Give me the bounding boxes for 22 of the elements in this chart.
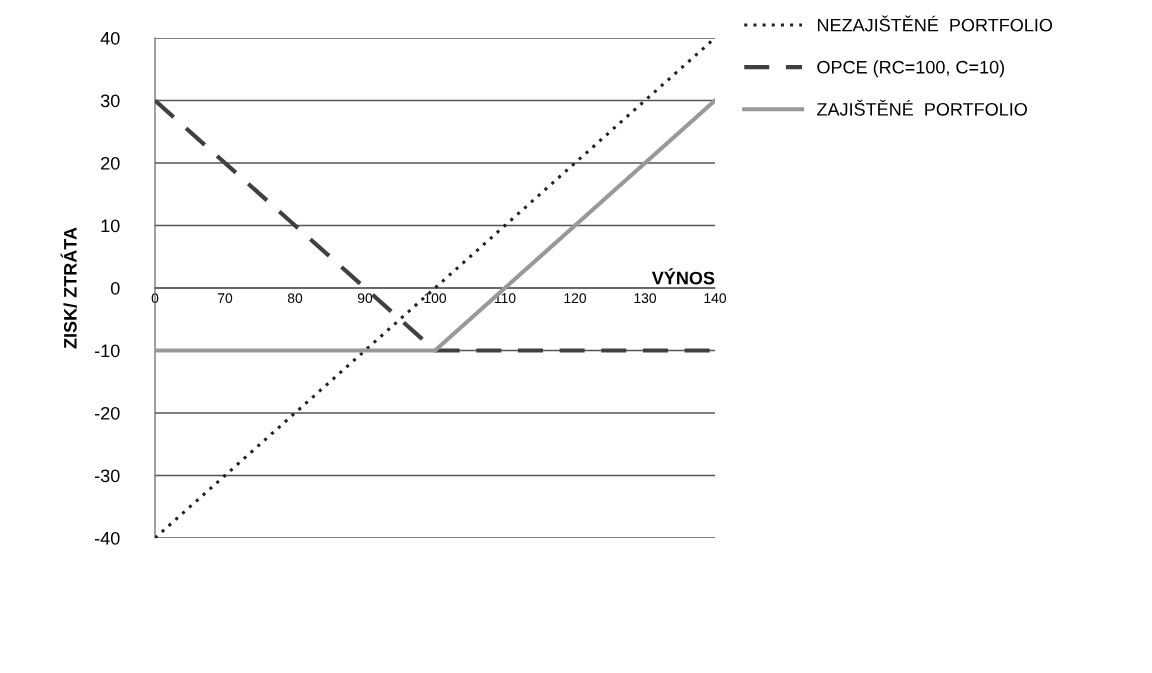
x-tick-label: 90 (357, 293, 373, 304)
y-axis-title: ZISK/ ZTRÁTA (60, 227, 77, 349)
x-tick-label: 120 (564, 293, 587, 304)
y-tick-label: 30 (100, 94, 120, 108)
x-tick-label: 140 (704, 293, 727, 304)
legend-label: ZAJIŠTĚNÉ PORTFOLIO (817, 99, 1027, 116)
x-tick-label: 70 (217, 293, 233, 304)
y-tick-label: -40 (94, 531, 120, 545)
x-tick-label: 0 (151, 293, 159, 304)
legend-label: NEZAJIŠTĚNÉ PORTFOLIO (817, 15, 1053, 32)
x-tick-label: 100 (424, 293, 447, 304)
y-tick-label: -10 (94, 344, 120, 358)
legend-label: OPCE (RC=100, C=10) (817, 60, 1005, 78)
x-tick-label: 130 (634, 293, 657, 304)
y-tick-label: 10 (101, 219, 120, 233)
y-tick-label: -20 (94, 406, 120, 420)
y-tick-label: 0 (110, 281, 120, 295)
x-axis-title: VÝNOS (651, 268, 715, 285)
x-tick-label: 80 (287, 293, 303, 304)
y-tick-label: 40 (100, 31, 120, 45)
y-tick-label: -30 (94, 469, 120, 483)
y-tick-label: 20 (101, 156, 120, 170)
